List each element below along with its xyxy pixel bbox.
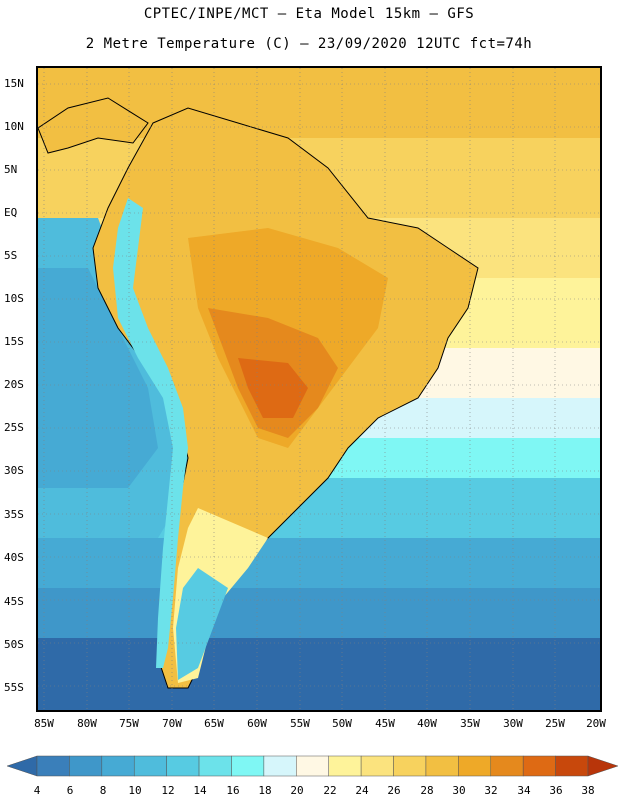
colorbar-swatch xyxy=(296,755,329,777)
lon-label-60w: 60W xyxy=(247,717,267,730)
central-america-landmass xyxy=(38,97,149,154)
colorbar-label-12: 12 xyxy=(161,784,175,797)
ocean-band-far-south xyxy=(38,638,600,710)
lon-label-75w: 75W xyxy=(119,717,139,730)
colorbar-label-14: 14 xyxy=(193,784,207,797)
andes-cool-strip xyxy=(113,198,188,668)
colorbar-label-4: 4 xyxy=(33,784,41,797)
lat-label-eq: EQ xyxy=(4,206,18,219)
colorbar-swatch xyxy=(425,755,459,777)
graticule xyxy=(38,68,600,710)
colorbar-swatch xyxy=(522,755,556,777)
colorbar-swatch xyxy=(360,755,394,777)
colorbar-label-16: 16 xyxy=(226,784,240,797)
lat-label-35s: 35S xyxy=(4,508,24,521)
colorbar-label-30: 30 xyxy=(452,784,466,797)
colorbar-label-34: 34 xyxy=(517,784,531,797)
lat-label-15n: 15N xyxy=(4,77,24,90)
interior-hottest-region xyxy=(238,358,308,418)
lat-label-45s: 45S xyxy=(4,595,24,608)
colorbar-arrow-low xyxy=(6,755,38,777)
colorbar-swatch xyxy=(263,755,297,777)
lon-label-70w: 70W xyxy=(162,717,182,730)
colorbar-swatch xyxy=(231,755,265,777)
temperature-colorbar xyxy=(0,752,618,800)
lat-label-10s: 10S xyxy=(4,292,24,305)
lat-label-10n: 10N xyxy=(4,120,24,133)
lat-label-20s: 20S xyxy=(4,378,24,391)
colorbar-swatch xyxy=(328,755,362,777)
colorbar-swatch xyxy=(133,755,167,777)
map-title: CPTEC/INPE/MCT – Eta Model 15km – GFS xyxy=(143,6,475,22)
lat-label-50s: 50S xyxy=(4,638,24,651)
lon-label-85w: 85W xyxy=(34,717,54,730)
lat-label-55s: 55S xyxy=(4,681,24,694)
colorbar-swatch xyxy=(490,755,524,777)
colorbar-label-6: 6 xyxy=(66,784,74,797)
colorbar-swatch xyxy=(393,755,427,777)
lon-label-45w: 45W xyxy=(375,717,395,730)
lat-label-5s: 5S xyxy=(4,249,18,262)
ocean-band-south xyxy=(38,588,600,638)
colorbar-label-32: 32 xyxy=(484,784,498,797)
colorbar-label-28: 28 xyxy=(420,784,434,797)
colorbar-swatch xyxy=(458,755,492,777)
colorbar-arrow-high xyxy=(587,755,618,777)
lon-label-50w: 50W xyxy=(332,717,352,730)
colorbar-label-20: 20 xyxy=(290,784,304,797)
lon-label-30w: 30W xyxy=(503,717,523,730)
colorbar-label-8: 8 xyxy=(99,784,107,797)
colorbar-label-38: 38 xyxy=(581,784,595,797)
colorbar-swatch xyxy=(101,755,135,777)
colorbar-label-24: 24 xyxy=(355,784,369,797)
colorbar-svg xyxy=(6,755,618,777)
colorbar-swatch xyxy=(198,755,232,777)
temperature-map[interactable] xyxy=(36,66,602,712)
lat-label-15s: 15S xyxy=(4,335,24,348)
map-subtitle: 2 Metre Temperature (C) – 23/09/2020 12U… xyxy=(85,36,533,52)
lon-label-35w: 35W xyxy=(460,717,480,730)
temperature-map-svg xyxy=(38,68,600,710)
colorbar-swatch xyxy=(36,755,70,777)
colorbar-label-36: 36 xyxy=(549,784,563,797)
lon-label-65w: 65W xyxy=(204,717,224,730)
lon-label-80w: 80W xyxy=(77,717,97,730)
colorbar-swatch xyxy=(69,755,103,777)
ocean-band-mid-2 xyxy=(38,538,600,588)
colorbar-swatch xyxy=(166,755,200,777)
patagonia-cool-region xyxy=(176,568,228,680)
lat-label-5n: 5N xyxy=(4,163,18,176)
colorbar-label-10: 10 xyxy=(128,784,142,797)
lon-label-40w: 40W xyxy=(417,717,437,730)
colorbar-label-22: 22 xyxy=(323,784,337,797)
lat-label-25s: 25S xyxy=(4,421,24,434)
colorbar-swatch xyxy=(555,755,589,777)
lat-label-40s: 40S xyxy=(4,551,24,564)
lon-label-25w: 25W xyxy=(545,717,565,730)
pacific-cold-region xyxy=(38,268,158,488)
lon-label-55w: 55W xyxy=(290,717,310,730)
colorbar-label-18: 18 xyxy=(258,784,272,797)
lon-label-20w: 20W xyxy=(586,717,606,730)
colorbar-label-26: 26 xyxy=(387,784,401,797)
lat-label-30s: 30S xyxy=(4,464,24,477)
